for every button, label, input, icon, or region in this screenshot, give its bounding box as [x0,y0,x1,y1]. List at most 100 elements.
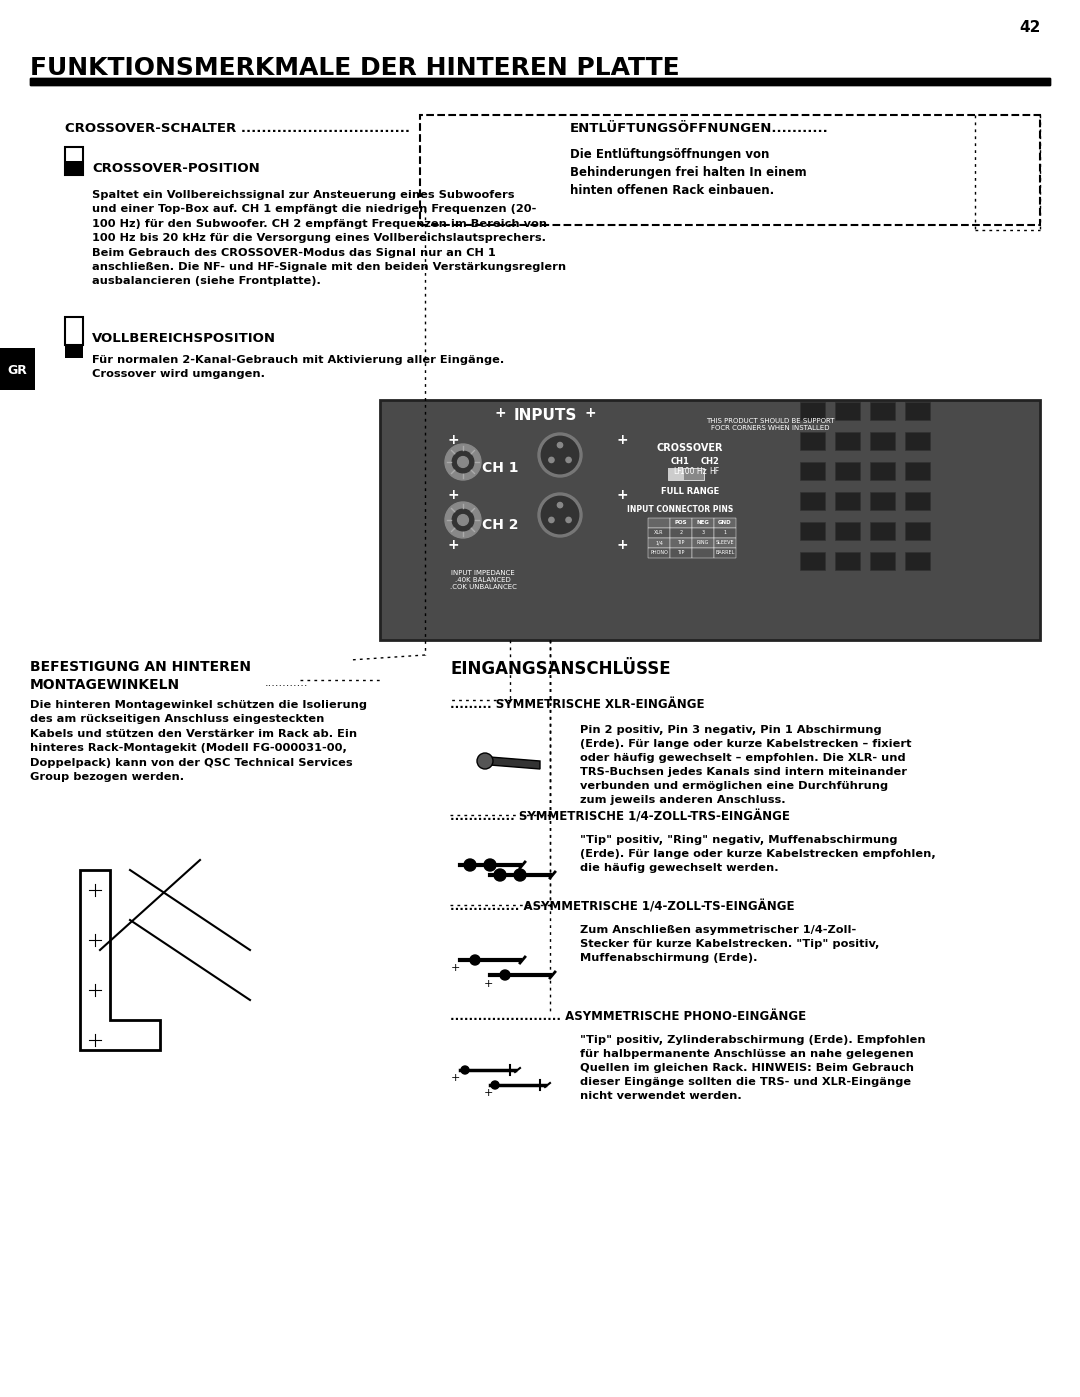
Text: +: + [484,979,492,989]
Circle shape [566,517,571,522]
Circle shape [566,457,571,462]
Text: CH 1: CH 1 [482,461,518,475]
Bar [380,400,1040,640]
Bar [670,518,692,528]
Text: CROSSOVER: CROSSOVER [657,443,724,453]
Polygon shape [490,757,540,768]
Text: ............... ASYMMETRISCHE 1/4-ZOLL-TS-EINGÄNGE: ............... ASYMMETRISCHE 1/4-ZOLL-T… [450,900,795,914]
Text: CH2: CH2 [701,457,719,467]
Circle shape [477,753,492,768]
Bar [692,528,714,538]
Bar [648,548,670,557]
Text: LF: LF [674,468,683,476]
Text: "Tip" positiv, Zylinderabschirmung (Erde). Empfohlen
für halbpermanente Anschlüs: "Tip" positiv, Zylinderabschirmung (Erde… [580,1035,926,1101]
Text: +: + [484,1088,492,1098]
Bar [714,548,735,557]
Bar [670,528,692,538]
Bar [905,552,930,570]
Text: Für normalen 2-Kanal-Gebrauch mit Aktivierung aller Eingänge.
Crossover wird umg: Für normalen 2-Kanal-Gebrauch mit Aktivi… [92,355,504,380]
Text: BEFESTIGUNG AN HINTEREN
MONTAGEWINKELN: BEFESTIGUNG AN HINTEREN MONTAGEWINKELN [30,659,251,693]
Circle shape [541,496,579,534]
Bar [669,468,704,481]
Bar [65,161,83,175]
Bar [800,462,825,481]
Circle shape [484,859,496,870]
Bar [692,548,714,557]
Text: FUNKTIONSMERKMALE DER HINTEREN PLATTE: FUNKTIONSMERKMALE DER HINTEREN PLATTE [30,56,679,80]
Text: XLR: XLR [654,531,664,535]
Bar [670,538,692,548]
Text: RING: RING [697,541,710,545]
Text: +: + [584,407,596,420]
Bar [835,552,860,570]
Bar [905,402,930,420]
Text: EINGANGSANSCHLÜSSE: EINGANGSANSCHLÜSSE [450,659,671,678]
Bar [835,492,860,510]
Text: GND: GND [718,521,732,525]
Bar [648,518,670,528]
Text: ............: ............ [265,678,309,687]
Bar [800,402,825,420]
Text: FULL RANGE: FULL RANGE [661,488,719,496]
Circle shape [445,444,481,481]
Text: +: + [447,538,459,552]
Bar [800,432,825,450]
Bar [669,468,684,481]
Text: 42: 42 [1020,21,1041,35]
Text: CROSSOVER-POSITION: CROSSOVER-POSITION [92,162,260,175]
Text: INPUT CONNECTOR PINS: INPUT CONNECTOR PINS [626,506,733,514]
Bar [835,432,860,450]
Bar [692,518,714,528]
Circle shape [458,514,469,525]
Bar [714,538,735,548]
Circle shape [458,457,469,468]
Text: .............. SYMMETRISCHE 1/4-ZOLL-TRS-EINGÄNGE: .............. SYMMETRISCHE 1/4-ZOLL-TRS… [450,810,789,823]
Circle shape [500,970,510,981]
Circle shape [541,436,579,474]
Bar [835,402,860,420]
Text: Die Entlüftungsöffnungen von
Behinderungen frei halten In einem
hinten offenen R: Die Entlüftungsöffnungen von Behinderung… [570,148,807,197]
Bar [648,528,670,538]
Text: "Tip" positiv, "Ring" negativ, Muffenabschirmung
(Erde). Für lange oder kurze Ka: "Tip" positiv, "Ring" negativ, Muffenabs… [580,835,935,873]
Text: TIP: TIP [677,550,685,556]
Text: CH 2: CH 2 [482,518,518,532]
Circle shape [557,443,563,448]
Circle shape [538,493,582,536]
Bar [905,492,930,510]
Text: 100 Hz: 100 Hz [679,468,706,476]
Circle shape [453,509,474,531]
Bar [65,147,83,175]
Text: SLEEVE: SLEEVE [716,541,734,545]
Text: 3: 3 [701,531,704,535]
Text: ENTLÜFTUNGSÖFFNUNGEN...........: ENTLÜFTUNGSÖFFNUNGEN........... [570,122,828,134]
Text: CROSSOVER-SCHALTER .................................: CROSSOVER-SCHALTER .....................… [65,122,410,134]
Bar [870,492,895,510]
Circle shape [494,869,507,882]
Bar [870,552,895,570]
Text: +: + [447,488,459,502]
Bar [905,522,930,541]
Bar [800,522,825,541]
Bar [65,344,83,358]
Circle shape [549,517,554,522]
Text: +: + [495,407,505,420]
Bar [905,462,930,481]
Bar [714,528,735,538]
Text: Pin 2 positiv, Pin 3 negativ, Pin 1 Abschirmung
(Erde). Für lange oder kurze Kab: Pin 2 positiv, Pin 3 negativ, Pin 1 Absc… [580,725,912,805]
Text: NEG: NEG [697,521,710,525]
Text: Zum Anschließen asymmetrischer 1/4-Zoll-
Stecker für kurze Kabelstrecken. "Tip" : Zum Anschließen asymmetrischer 1/4-Zoll-… [580,925,879,963]
Text: Die hinteren Montagewinkel schützen die Isolierung
des am rückseitigen Anschluss: Die hinteren Montagewinkel schützen die … [30,700,367,782]
Bar [835,522,860,541]
Bar [870,432,895,450]
Text: 2: 2 [679,531,683,535]
Text: GR: GR [8,363,27,377]
Bar [905,432,930,450]
Text: PHONO: PHONO [650,550,667,556]
Bar [800,492,825,510]
Text: INPUTS: INPUTS [513,408,577,422]
Bar [648,538,670,548]
Circle shape [538,433,582,476]
Text: TIP: TIP [677,541,685,545]
Text: POS: POS [675,521,687,525]
Circle shape [461,1066,469,1074]
